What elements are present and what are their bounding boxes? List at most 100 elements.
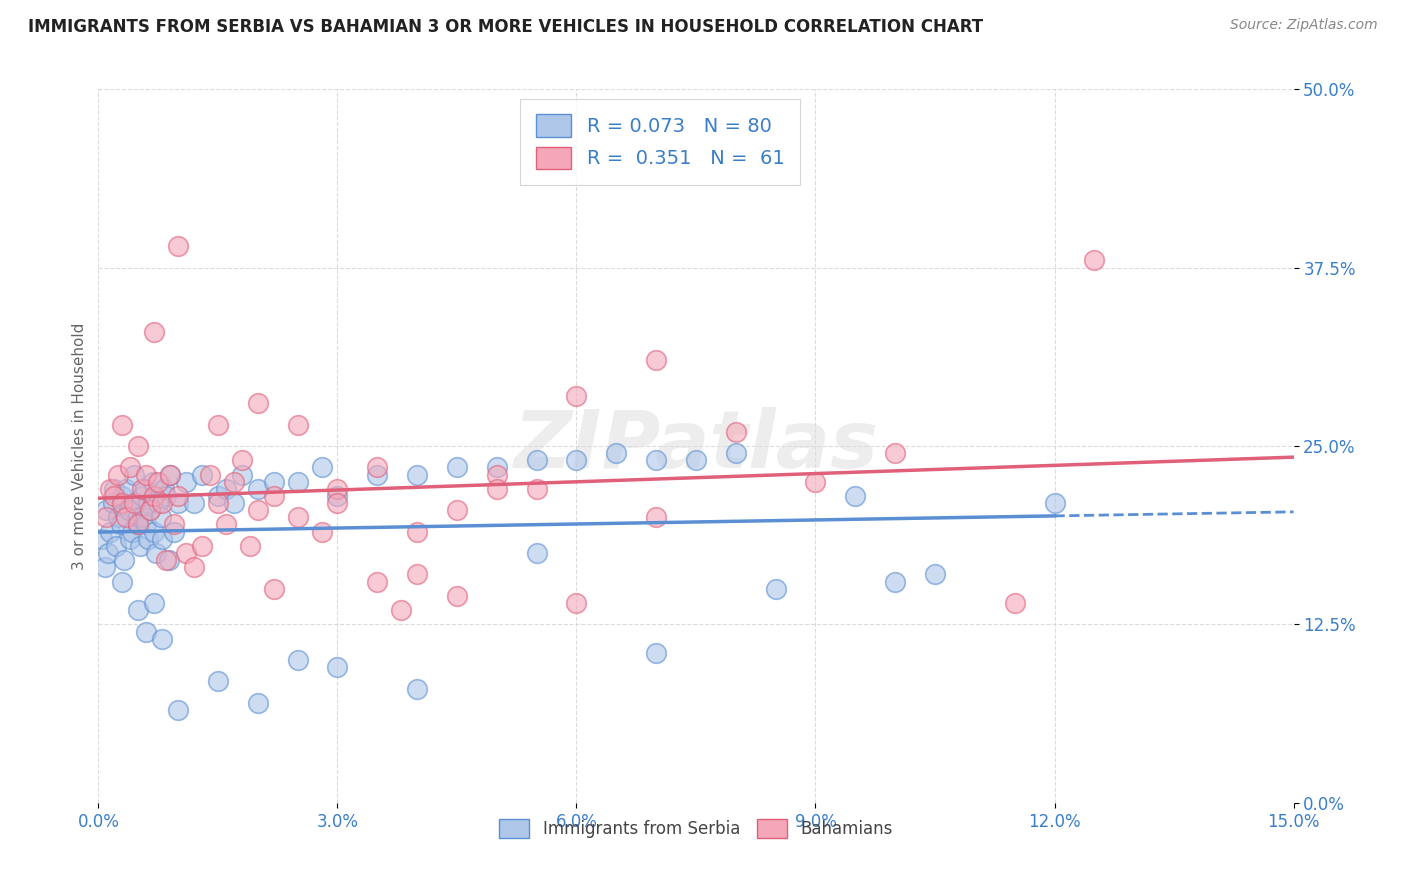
Point [112, 553, 135, 567]
Point [446, 460, 468, 475]
Point [246, 396, 269, 410]
Point [167, 239, 190, 253]
Point [326, 660, 349, 674]
Point [124, 467, 146, 482]
Point [406, 681, 429, 696]
Point [207, 417, 229, 432]
Point [804, 475, 827, 489]
Point [139, 503, 162, 517]
Point [97, 546, 120, 560]
Point [215, 482, 238, 496]
Point [605, 446, 627, 460]
Point [135, 517, 157, 532]
Point [107, 510, 129, 524]
Point [239, 539, 262, 553]
Legend: Immigrants from Serbia, Bahamians: Immigrants from Serbia, Bahamians [492, 812, 900, 845]
Point [110, 517, 132, 532]
Point [685, 453, 707, 467]
Point [120, 532, 142, 546]
Point [246, 696, 269, 710]
Point [111, 496, 134, 510]
Text: Source: ZipAtlas.com: Source: ZipAtlas.com [1230, 18, 1378, 32]
Point [115, 510, 138, 524]
Point [645, 453, 668, 467]
Point [91, 532, 114, 546]
Point [526, 482, 548, 496]
Point [526, 453, 548, 467]
Point [645, 646, 668, 660]
Point [191, 539, 214, 553]
Point [167, 496, 190, 510]
Point [167, 703, 190, 717]
Point [207, 496, 229, 510]
Point [131, 482, 153, 496]
Point [844, 489, 866, 503]
Point [287, 510, 309, 524]
Point [127, 517, 149, 532]
Point [155, 553, 177, 567]
Point [1083, 253, 1105, 268]
Point [163, 524, 186, 539]
Point [135, 467, 157, 482]
Point [96, 503, 118, 517]
Point [174, 475, 197, 489]
Point [115, 482, 138, 496]
Point [326, 489, 349, 503]
Point [128, 539, 150, 553]
Point [143, 325, 166, 339]
Point [111, 574, 134, 589]
Point [207, 674, 229, 689]
Point [326, 496, 349, 510]
Point [645, 510, 668, 524]
Point [246, 503, 269, 517]
Point [124, 496, 146, 510]
Point [150, 532, 173, 546]
Point [103, 482, 125, 496]
Point [143, 524, 166, 539]
Point [1043, 496, 1066, 510]
Point [143, 596, 166, 610]
Point [311, 460, 333, 475]
Point [111, 417, 134, 432]
Point [645, 353, 668, 368]
Point [222, 475, 245, 489]
Point [111, 489, 134, 503]
Point [157, 553, 180, 567]
Point [366, 467, 388, 482]
Point [120, 460, 142, 475]
Point [159, 467, 181, 482]
Point [526, 546, 548, 560]
Point [287, 417, 309, 432]
Point [118, 503, 141, 517]
Point [263, 475, 285, 489]
Point [152, 482, 174, 496]
Point [134, 482, 156, 496]
Point [389, 603, 412, 617]
Point [136, 532, 159, 546]
Text: IMMIGRANTS FROM SERBIA VS BAHAMIAN 3 OR MORE VEHICLES IN HOUSEHOLD CORRELATION C: IMMIGRANTS FROM SERBIA VS BAHAMIAN 3 OR … [28, 18, 983, 36]
Point [159, 467, 181, 482]
Point [1004, 596, 1026, 610]
Point [287, 653, 309, 667]
Point [446, 503, 468, 517]
Point [207, 489, 229, 503]
Point [150, 632, 173, 646]
Point [246, 482, 269, 496]
Point [565, 389, 588, 403]
Point [127, 510, 149, 524]
Point [198, 467, 221, 482]
Point [149, 510, 172, 524]
Point [724, 446, 747, 460]
Point [103, 489, 125, 503]
Point [94, 560, 117, 574]
Point [145, 546, 167, 560]
Point [107, 467, 129, 482]
Point [287, 475, 309, 489]
Point [148, 496, 170, 510]
Point [98, 482, 122, 496]
Point [98, 524, 122, 539]
Point [127, 439, 149, 453]
Point [446, 589, 468, 603]
Point [215, 517, 238, 532]
Point [174, 546, 197, 560]
